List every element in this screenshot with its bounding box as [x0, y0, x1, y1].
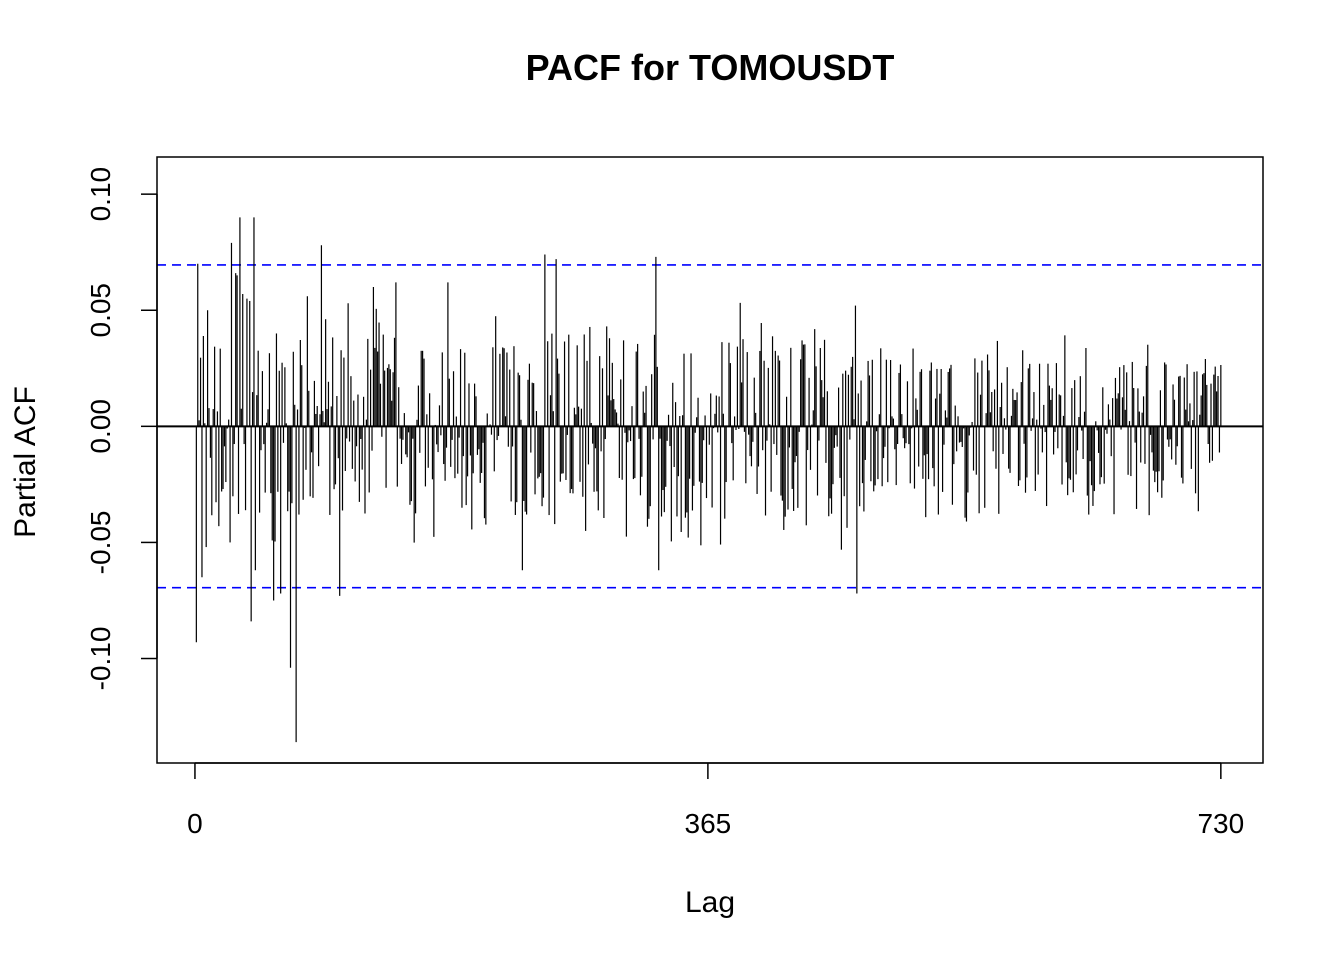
y-tick-label: -0.10 — [85, 627, 116, 691]
y-tick-label: 0.10 — [85, 167, 116, 222]
y-axis-label: Partial ACF — [9, 386, 42, 538]
y-tick-label: 0.05 — [85, 283, 116, 338]
plot-area — [157, 217, 1263, 743]
plot-frame — [156, 156, 1264, 764]
y-axis: -0.10 -0.05 0.00 0.05 0.10 — [85, 167, 158, 691]
x-axis-label: Lag — [685, 886, 735, 919]
x-axis: 0 365 730 — [187, 762, 1244, 839]
x-tick-label: 0 — [187, 808, 203, 839]
x-tick-label: 730 — [1197, 808, 1244, 839]
pacf-bars — [195, 217, 1222, 743]
x-tick-label: 365 — [685, 808, 732, 839]
chart-title: PACF for TOMOUSDT — [526, 47, 895, 88]
y-tick-label: 0.00 — [85, 399, 116, 454]
y-tick-label: -0.05 — [85, 511, 116, 575]
